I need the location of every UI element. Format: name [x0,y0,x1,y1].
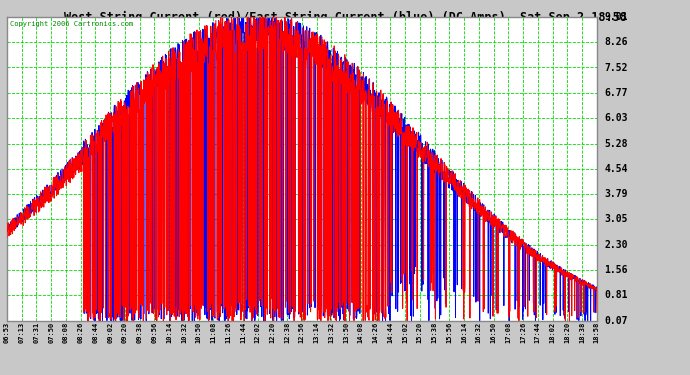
Text: 5.28: 5.28 [604,139,628,148]
Text: 15:56: 15:56 [446,322,453,343]
Text: 16:50: 16:50 [491,322,497,343]
Text: 4.54: 4.54 [604,164,628,174]
Text: 08:08: 08:08 [63,322,69,343]
Text: 08:26: 08:26 [78,322,83,343]
Text: 18:20: 18:20 [564,322,571,343]
Text: 18:58: 18:58 [594,322,600,343]
Text: 10:14: 10:14 [166,322,172,343]
Text: 06:53: 06:53 [4,322,10,343]
Text: 8.26: 8.26 [604,38,628,47]
Text: 08:44: 08:44 [92,322,99,343]
Text: West String Current (red)/East String Current (blue) (DC Amps)  Sat Sep 2 18:58: West String Current (red)/East String Cu… [63,11,627,24]
Text: 12:38: 12:38 [284,322,290,343]
Text: 07:13: 07:13 [19,322,25,343]
Text: 6.77: 6.77 [604,88,628,98]
Text: 09:20: 09:20 [122,322,128,343]
Text: 12:56: 12:56 [299,322,305,343]
Text: 16:14: 16:14 [461,322,467,343]
Text: 11:44: 11:44 [240,322,246,343]
Text: 9.01: 9.01 [604,12,628,22]
Text: 18:02: 18:02 [550,322,555,343]
Text: 12:02: 12:02 [255,322,261,343]
Text: 07:50: 07:50 [48,322,54,343]
Text: 17:08: 17:08 [505,322,511,343]
Text: 7.52: 7.52 [604,63,628,72]
Text: 17:44: 17:44 [535,322,541,343]
Text: 15:02: 15:02 [402,322,408,343]
Text: 13:50: 13:50 [343,322,349,343]
Text: 15:20: 15:20 [417,322,423,343]
Text: 16:32: 16:32 [476,322,482,343]
Text: 18:38: 18:38 [579,322,585,343]
Text: 14:44: 14:44 [387,322,393,343]
Text: 2.30: 2.30 [604,240,628,250]
Text: 10:50: 10:50 [196,322,201,343]
Text: 09:56: 09:56 [151,322,157,343]
Text: 13:32: 13:32 [328,322,335,343]
Text: 09:38: 09:38 [137,322,143,343]
Text: 0.07: 0.07 [604,316,628,326]
Text: 10:32: 10:32 [181,322,187,343]
Text: 1.56: 1.56 [604,265,628,275]
Text: 11:08: 11:08 [210,322,217,343]
Text: 11:26: 11:26 [225,322,231,343]
Text: 13:14: 13:14 [314,322,319,343]
Text: 3.79: 3.79 [604,189,628,199]
Text: 0.81: 0.81 [604,291,628,300]
Text: 6.03: 6.03 [604,113,628,123]
Text: 3.05: 3.05 [604,214,628,224]
Text: Copyright 2006 Cartronics.com: Copyright 2006 Cartronics.com [10,21,133,27]
Text: 12:20: 12:20 [269,322,275,343]
Text: 09:02: 09:02 [107,322,113,343]
Text: 07:31: 07:31 [33,322,39,343]
Text: 14:08: 14:08 [358,322,364,343]
Text: 15:38: 15:38 [432,322,437,343]
Text: 17:26: 17:26 [520,322,526,343]
Text: 14:26: 14:26 [373,322,379,343]
